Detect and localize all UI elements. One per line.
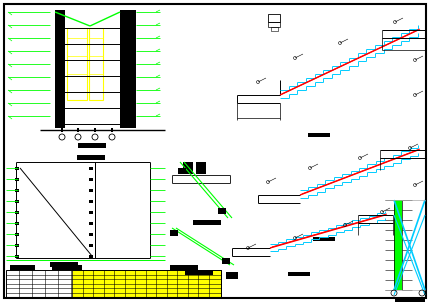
Bar <box>78 143 106 148</box>
Bar <box>15 222 19 225</box>
Bar <box>226 272 238 279</box>
Bar <box>170 265 198 270</box>
Bar <box>222 258 230 264</box>
Bar <box>218 208 226 214</box>
Bar <box>178 168 186 174</box>
Bar <box>89 233 93 236</box>
Bar <box>89 200 93 203</box>
Bar <box>395 297 425 302</box>
Bar <box>10 265 35 270</box>
Bar <box>77 155 105 160</box>
Bar <box>89 222 93 225</box>
Bar <box>185 270 213 275</box>
Bar <box>196 162 206 174</box>
Bar <box>15 178 19 181</box>
Bar <box>15 211 19 214</box>
Bar <box>15 255 19 258</box>
Bar <box>394 200 402 290</box>
Bar <box>55 10 65 128</box>
Bar <box>52 265 82 270</box>
Bar <box>120 10 136 128</box>
Bar <box>271 27 278 31</box>
Bar <box>89 178 93 181</box>
Bar <box>89 28 103 100</box>
Bar <box>15 200 19 203</box>
Bar <box>15 167 19 170</box>
Bar <box>288 272 310 276</box>
Bar <box>183 162 193 174</box>
Bar <box>111 128 113 132</box>
Bar <box>313 237 335 241</box>
Bar <box>193 220 221 225</box>
Bar <box>15 233 19 236</box>
Bar <box>268 22 280 27</box>
Bar <box>15 244 19 247</box>
Bar <box>61 128 63 132</box>
Bar <box>15 189 19 192</box>
Bar <box>89 167 93 170</box>
Bar <box>77 128 79 132</box>
Bar <box>89 255 93 258</box>
Bar <box>308 133 330 137</box>
Bar <box>94 128 96 132</box>
Bar <box>89 211 93 214</box>
Bar <box>50 262 78 267</box>
Bar <box>6 270 221 298</box>
Bar <box>89 189 93 192</box>
Bar <box>170 230 178 236</box>
Bar <box>67 28 87 100</box>
Bar <box>72 270 221 298</box>
Bar <box>268 14 280 22</box>
Bar <box>89 244 93 247</box>
